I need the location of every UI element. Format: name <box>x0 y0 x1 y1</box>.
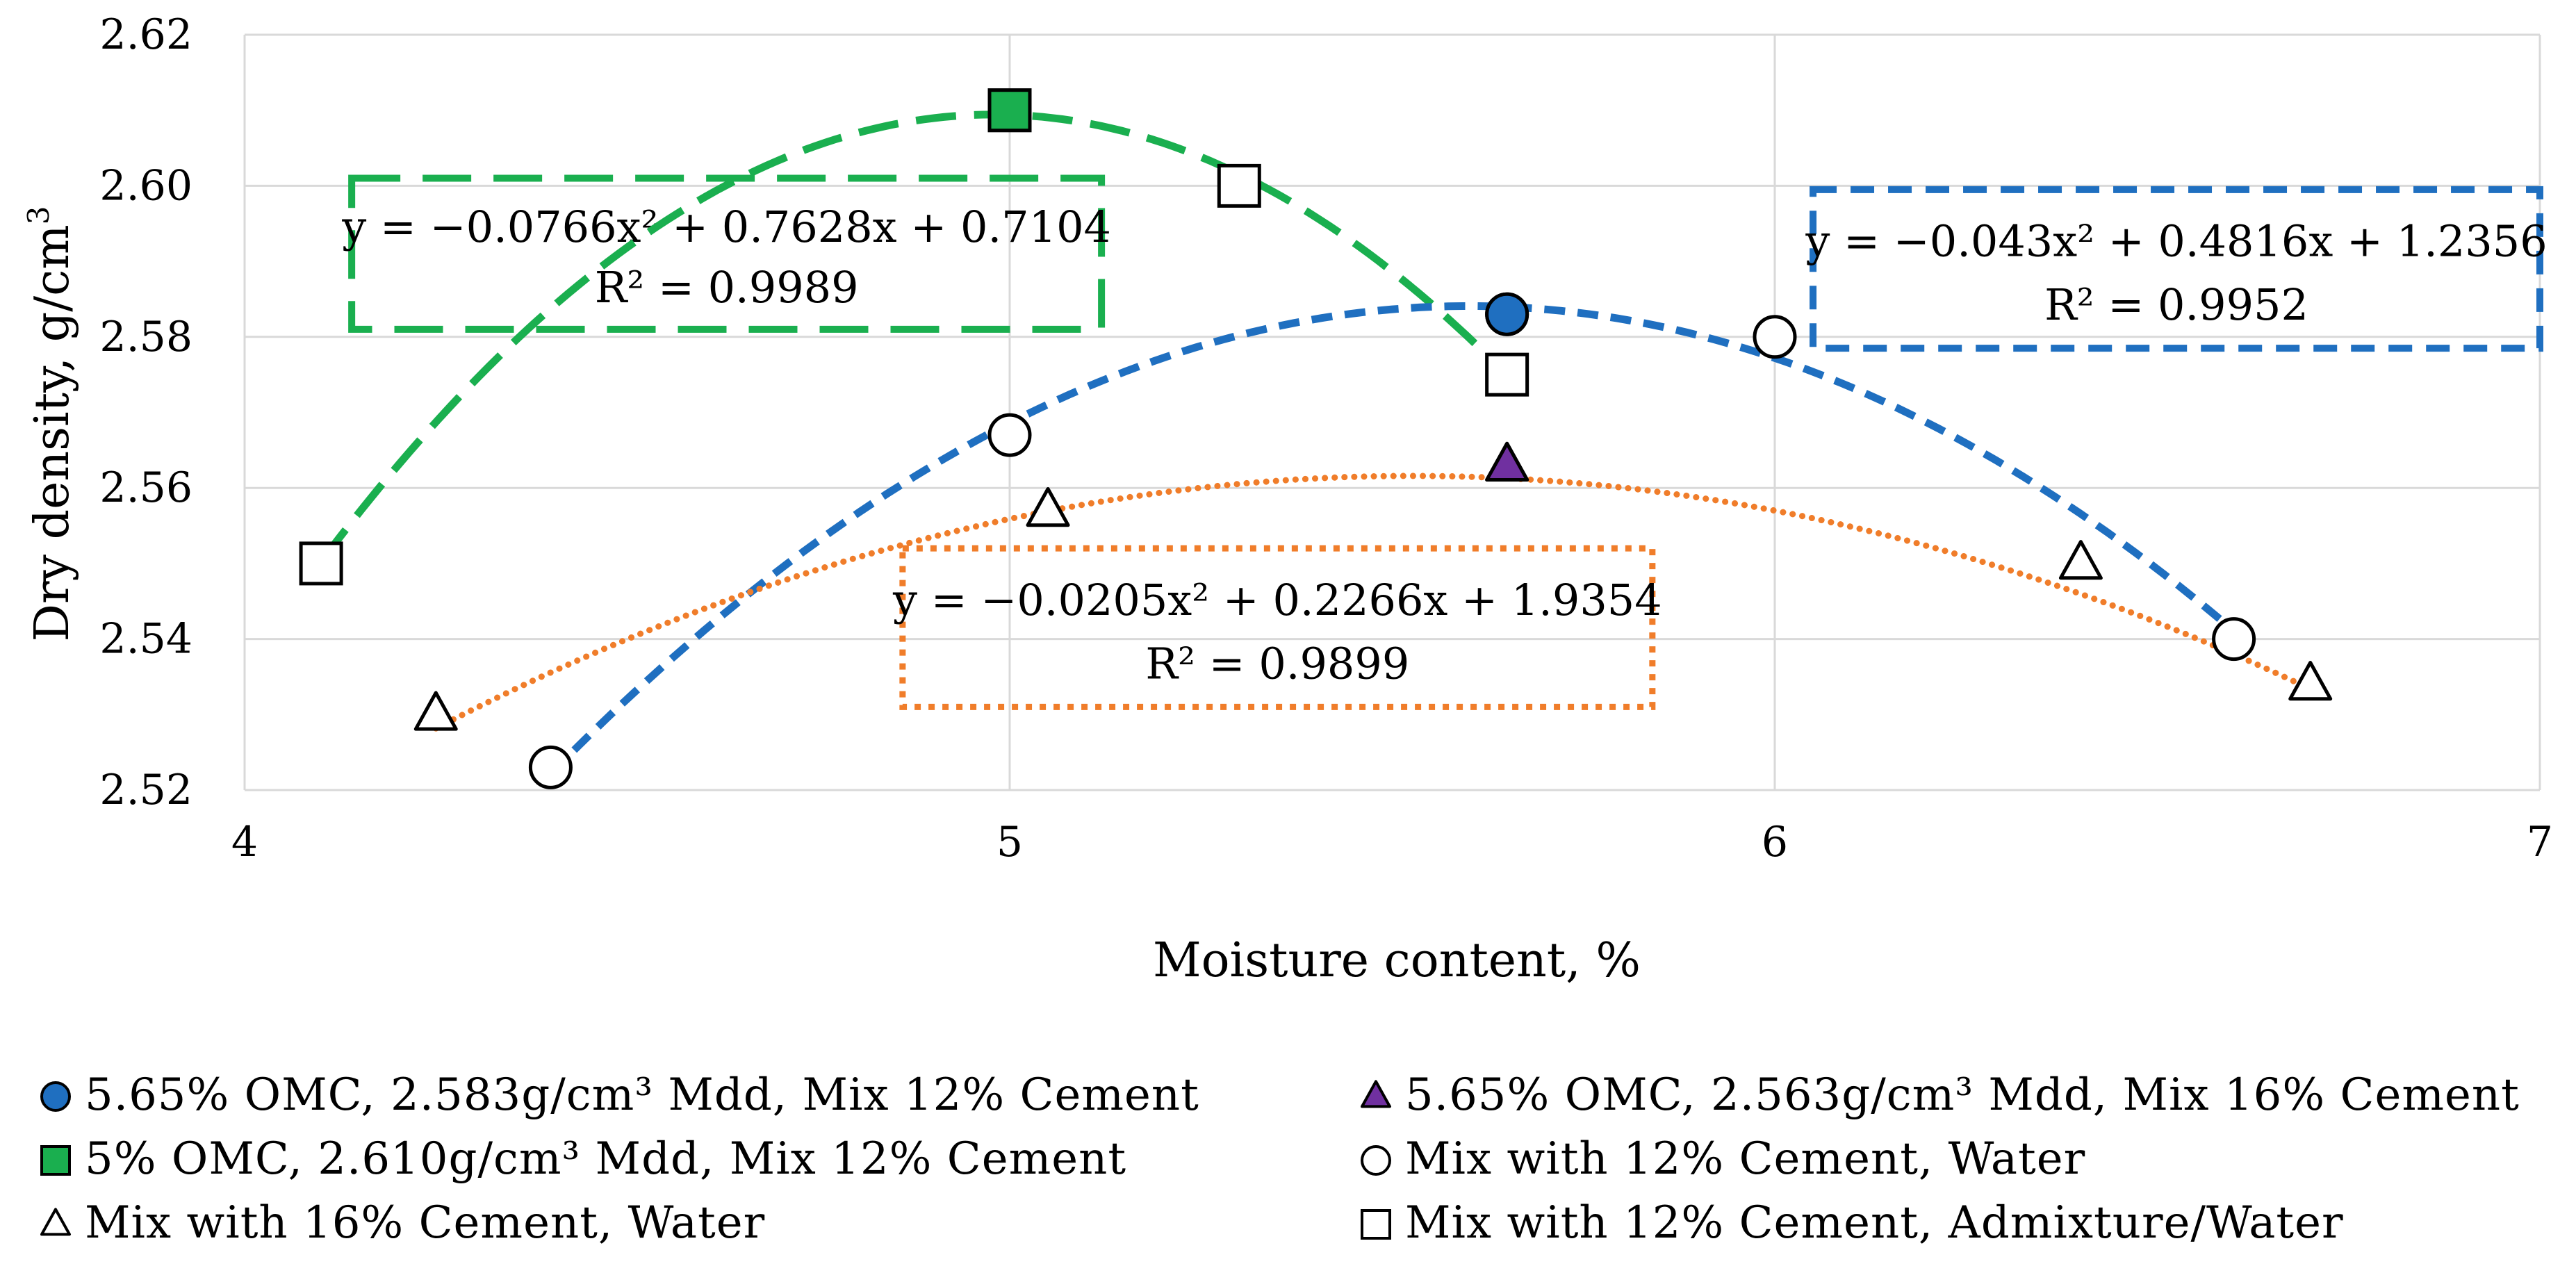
data-point-triangle <box>2288 661 2333 701</box>
data-point-triangle <box>2058 540 2103 580</box>
x-axis-title: Moisture content, % <box>1153 933 1641 988</box>
legend-label: Mix with 16% Cement, Water <box>85 1197 766 1249</box>
equation-text: y = −0.0205x² + 0.2266x + 1.9354 <box>892 575 1662 625</box>
y-tick-label: 2.60 <box>99 161 192 210</box>
data-point-circle <box>987 413 1032 457</box>
legend-label: 5.65% OMC, 2.563g/cm³ Mdd, Mix 16% Cemen… <box>1405 1069 2520 1121</box>
legend-item-open-square: Mix with 12% Cement, Admixture/Water <box>1355 1191 2536 1255</box>
x-tick-label: 6 <box>1762 818 1788 867</box>
legend-marker-svg <box>40 1145 71 1176</box>
data-point-circle <box>2212 617 2256 662</box>
legend-marker-shape <box>1361 1145 1391 1176</box>
legend-item-open-circle: Mix with 12% Cement, Water <box>1355 1127 2536 1191</box>
legend-label: 5% OMC, 2.610g/cm³ Mdd, Mix 12% Cement <box>85 1133 1127 1185</box>
data-point-circle <box>1485 292 1529 336</box>
legend-item-open-triangle: Mix with 16% Cement, Water <box>35 1191 1355 1255</box>
data-point-square <box>1217 163 1261 208</box>
y-tick-label: 2.52 <box>99 766 192 814</box>
trendlines <box>318 110 2314 777</box>
legend-item-blue-circle: 5.65% OMC, 2.583g/cm³ Mdd, Mix 12% Cemen… <box>35 1063 1355 1127</box>
legend-marker-shape <box>1361 1080 1391 1108</box>
legend-item-green-square: 5% OMC, 2.610g/cm³ Mdd, Mix 12% Cement <box>35 1127 1355 1191</box>
y-tick-label: 2.54 <box>99 615 192 664</box>
data-points <box>299 88 2333 789</box>
legend-item-purple-triangle: 5.65% OMC, 2.563g/cm³ Mdd, Mix 16% Cemen… <box>1355 1063 2536 1127</box>
green-square-marker-icon <box>35 1138 76 1180</box>
legend-marker-svg <box>40 1081 71 1112</box>
legend-marker-shape <box>40 1145 71 1176</box>
legend-label: Mix with 12% Cement, Water <box>1405 1133 2086 1185</box>
legend-marker-shape <box>40 1081 71 1112</box>
legend-marker-shape <box>1361 1209 1391 1240</box>
equation-boxes: y = −0.0766x² + 0.7628x + 0.7104 R² = 0.9… <box>341 174 2548 710</box>
x-tick-label: 4 <box>231 818 258 867</box>
equation-box-border <box>899 545 1656 710</box>
legend-marker-svg <box>1361 1145 1391 1176</box>
legend-label: 5.65% OMC, 2.583g/cm³ Mdd, Mix 12% Cemen… <box>85 1069 1199 1121</box>
gridlines <box>243 33 2541 791</box>
r-squared-text: R² = 0.9989 <box>595 262 859 313</box>
x-tick-label: 5 <box>996 818 1023 867</box>
data-point-circle <box>528 745 573 789</box>
data-point-triangle <box>413 691 458 731</box>
legend: 5.65% OMC, 2.583g/cm³ Mdd, Mix 12% Cemen… <box>35 1063 2550 1258</box>
open-triangle-marker-icon <box>35 1202 76 1244</box>
equation-text: y = −0.0766x² + 0.7628x + 0.7104 <box>341 202 1111 252</box>
data-point-square <box>987 88 1032 133</box>
trendline <box>548 302 2237 777</box>
trendline <box>318 110 1510 564</box>
y-tick-label: 2.62 <box>99 10 192 59</box>
y-tick-label: 2.58 <box>99 313 192 361</box>
y-tick-label: 2.56 <box>99 463 192 512</box>
r-squared-text: R² = 0.9899 <box>1145 638 1409 689</box>
equation-box-border <box>1810 186 2543 352</box>
legend-marker-svg <box>40 1208 71 1236</box>
legend-marker-svg <box>1361 1209 1391 1240</box>
r-squared-text: R² = 0.9952 <box>2044 279 2308 330</box>
legend-marker-shape <box>40 1208 71 1236</box>
data-point-triangle <box>1485 441 1529 482</box>
trendline <box>432 473 2314 732</box>
blue-equation-box: y = −0.043x² + 0.4816x + 1.2356 R² = 0.99… <box>1805 186 2548 352</box>
blue-circle-marker-icon <box>35 1074 76 1116</box>
data-point-square <box>299 541 343 586</box>
equation-box-border <box>348 174 1106 333</box>
data-point-circle <box>1753 315 1797 359</box>
data-point-triangle <box>1026 486 1070 527</box>
equation-text: y = −0.043x² + 0.4816x + 1.2356 <box>1805 216 2547 267</box>
legend-label: Mix with 12% Cement, Admixture/Water <box>1405 1197 2344 1249</box>
open-circle-marker-icon <box>1355 1138 1397 1180</box>
x-tick-label: 7 <box>2527 818 2553 867</box>
y-axis-ticks: 2.52 2.54 2.56 2.58 2.60 2.62 <box>99 10 192 814</box>
green-equation-box: y = −0.0766x² + 0.7628x + 0.7104 R² = 0.9… <box>341 174 1111 333</box>
x-axis-ticks: 4 5 6 7 <box>231 818 2553 867</box>
data-point-square <box>1485 352 1529 397</box>
orange-equation-box: y = −0.0205x² + 0.2266x + 1.9354 R² = 0.9… <box>892 545 1662 710</box>
open-square-marker-icon <box>1355 1202 1397 1244</box>
purple-triangle-marker-icon <box>1355 1074 1397 1116</box>
y-axis-title: Dry density, g/cm3 <box>22 206 80 642</box>
legend-marker-svg <box>1361 1080 1391 1108</box>
